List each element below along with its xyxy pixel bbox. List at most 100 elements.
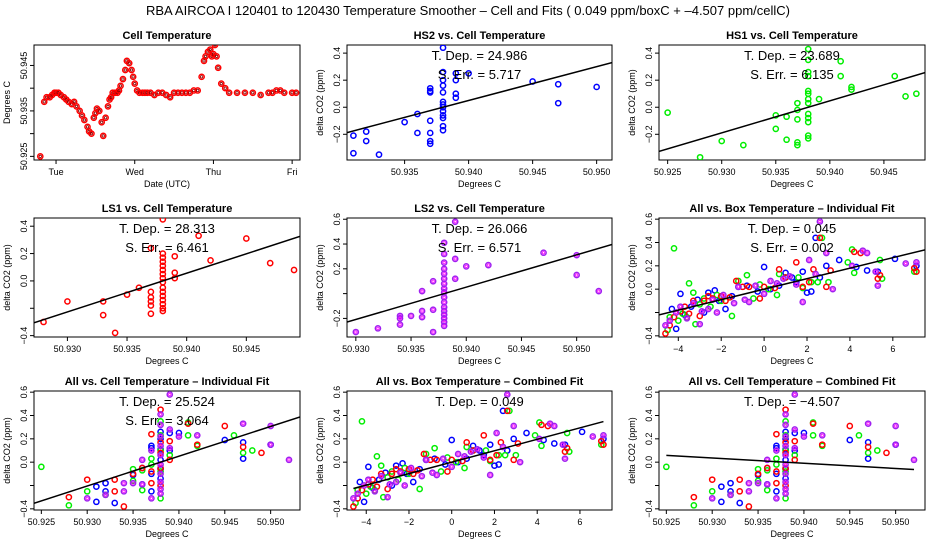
data-point-hs1 xyxy=(804,87,812,95)
data-point-inner xyxy=(698,322,702,326)
x-tick-label: 50.945 xyxy=(519,167,547,177)
data-point-cell xyxy=(233,89,241,97)
data-point-hs2 xyxy=(360,498,368,506)
data-point-hs2 xyxy=(510,435,518,443)
data-point-ls2 xyxy=(157,478,164,486)
data-point-inner xyxy=(442,300,446,304)
y-axis-label: delta CO2 (ppm) xyxy=(315,69,325,136)
data-point-ls1 xyxy=(763,464,771,472)
data-point-ls2 xyxy=(138,480,146,488)
data-point-ls1 xyxy=(159,304,167,312)
data-point-ls1 xyxy=(147,288,155,296)
data-point-hs1 xyxy=(495,451,503,459)
data-point-inner xyxy=(127,61,131,65)
y-axis-label: delta CO2 (ppm) xyxy=(627,244,637,311)
plot-frame xyxy=(658,44,926,161)
y-tick-label: 0.6 xyxy=(332,386,342,399)
data-point-hs1 xyxy=(37,463,45,471)
data-point-inner xyxy=(824,251,828,255)
data-point-ls2 xyxy=(285,456,293,464)
data-point-ls1 xyxy=(563,444,571,452)
data-point-inner xyxy=(158,453,163,457)
x-tick-label: −2 xyxy=(716,344,726,354)
data-point-ls2 xyxy=(440,259,448,266)
data-point-ls1 xyxy=(159,292,167,300)
data-point-ls1 xyxy=(266,259,274,267)
data-point-ls2 xyxy=(727,491,734,499)
data-point-inner xyxy=(783,412,788,416)
data-point-inner xyxy=(158,423,163,427)
data-point-ls2 xyxy=(484,261,492,269)
panel-title: Cell Temperature xyxy=(122,30,211,42)
fit-line xyxy=(34,235,300,324)
data-point-ls2 xyxy=(713,309,721,316)
data-point-inner xyxy=(807,258,811,262)
data-point-ls2 xyxy=(510,422,518,430)
panel-p3: HS1 vs. Cell Temperature 50.925 50.930 50.9… xyxy=(627,30,926,189)
y-tick-label: 50.935 xyxy=(19,97,29,125)
y-axis-label: delta CO2 (ppm) xyxy=(315,244,325,311)
data-point-ls2 xyxy=(157,421,164,429)
y-tick-label: 0.4 xyxy=(332,47,342,60)
data-point-inner xyxy=(591,434,595,439)
data-point-inner xyxy=(164,93,168,97)
data-point-cell xyxy=(194,87,202,94)
y-tick-label: −0.4 xyxy=(19,327,29,345)
data-point-hs2 xyxy=(448,436,456,444)
data-point-ls1 xyxy=(195,232,202,240)
data-point-ls2 xyxy=(782,410,789,418)
data-point-cell xyxy=(95,107,103,115)
data-point-inner xyxy=(775,281,779,285)
data-point-inner xyxy=(168,95,172,99)
data-point-inner xyxy=(783,480,788,484)
x-tick-label: 50.945 xyxy=(211,517,239,527)
data-point-inner xyxy=(442,272,446,276)
data-point-inner xyxy=(294,91,298,95)
data-point-hs2 xyxy=(356,478,364,486)
data-point-cell xyxy=(119,75,127,83)
data-point-hs1 xyxy=(538,442,545,450)
data-point-ls1 xyxy=(816,234,824,242)
data-point-cell xyxy=(143,89,151,97)
data-point-ls2 xyxy=(683,314,691,322)
data-point-inner xyxy=(874,270,878,274)
data-point-inner xyxy=(106,104,110,108)
panel-p8: All vs. Box Temperature – Combined Fit −4… xyxy=(315,376,613,539)
data-point-ls2 xyxy=(418,307,426,315)
data-point-inner xyxy=(409,466,413,470)
data-point-cell xyxy=(125,59,133,67)
data-point-inner xyxy=(85,496,89,500)
data-point-inner xyxy=(152,93,157,97)
data-point-ls1 xyxy=(792,258,800,266)
data-point-inner xyxy=(442,261,446,265)
data-point-ls2 xyxy=(138,456,146,464)
data-point-inner xyxy=(388,482,392,486)
data-point-ls2 xyxy=(418,287,426,295)
y-tick-label: 0.0 xyxy=(332,456,342,469)
data-point-inner xyxy=(376,326,380,330)
data-point-ls2 xyxy=(157,410,164,418)
data-point-inner xyxy=(80,113,84,118)
data-point-inner xyxy=(129,68,134,72)
data-point-ls1 xyxy=(444,468,451,475)
data-point-hs2 xyxy=(452,70,460,77)
data-point-ls2 xyxy=(773,494,780,502)
y-tick-label: 50.925 xyxy=(19,143,29,171)
data-point-ls2 xyxy=(559,441,567,449)
x-axis-label: Date (UTC) xyxy=(144,179,190,189)
y-tick-label: 0.2 xyxy=(19,433,29,446)
data-point-ls2 xyxy=(120,487,128,495)
data-point-hs1 xyxy=(692,320,699,328)
x-axis-label: Degrees C xyxy=(458,356,502,366)
data-point-inner xyxy=(140,458,144,462)
y-tick-label: −0.2 xyxy=(644,125,654,143)
data-point-cell xyxy=(221,84,229,92)
data-point-cell xyxy=(102,114,109,122)
data-point-ls2 xyxy=(451,218,459,226)
x-tick-label: 0 xyxy=(762,344,767,354)
data-point-hs2 xyxy=(672,325,680,333)
data-point-inner xyxy=(685,316,689,320)
data-point-ls1 xyxy=(799,283,807,291)
data-point-ls2 xyxy=(561,455,569,463)
data-point-hs2 xyxy=(157,435,164,443)
